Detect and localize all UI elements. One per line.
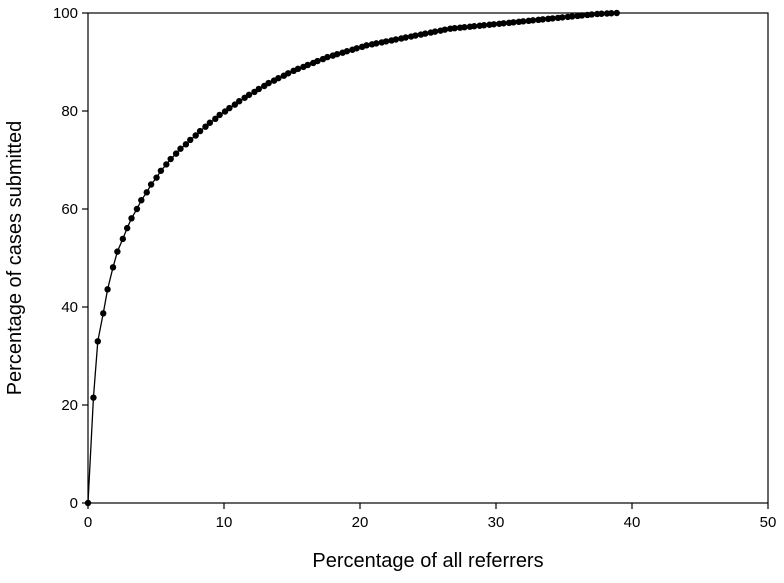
y-axis: 0 20 40 60 80 100 xyxy=(53,5,88,512)
data-point xyxy=(187,136,194,144)
data-point xyxy=(451,24,458,32)
data-point xyxy=(226,104,233,112)
data-point xyxy=(192,132,199,139)
data-point xyxy=(100,310,107,317)
data-point xyxy=(461,24,468,31)
data-point xyxy=(143,189,150,196)
data-point xyxy=(265,79,272,87)
data-point xyxy=(402,34,409,41)
data-point xyxy=(90,394,97,401)
data-point xyxy=(138,196,145,204)
data-point xyxy=(392,36,400,43)
data-point xyxy=(123,224,131,232)
data-point xyxy=(196,127,204,135)
x-axis: 0 10 20 30 40 50 xyxy=(84,503,777,531)
data-point xyxy=(304,61,311,69)
data-point xyxy=(163,161,170,168)
y-tick-label: 60 xyxy=(61,201,78,218)
data-point xyxy=(153,174,160,181)
data-point xyxy=(202,123,209,130)
data-point xyxy=(147,181,155,188)
data-point xyxy=(324,53,331,61)
data-point xyxy=(353,45,360,52)
x-tick-label: 40 xyxy=(624,514,641,531)
data-point xyxy=(231,101,239,108)
data-point xyxy=(529,17,537,24)
data-point xyxy=(373,40,380,47)
data-point xyxy=(255,85,263,93)
data-point xyxy=(177,145,184,152)
data-point xyxy=(363,42,370,49)
data-point xyxy=(284,70,292,77)
data-point xyxy=(539,16,546,23)
data-point xyxy=(216,111,223,119)
data-point xyxy=(441,26,449,33)
x-tick-label: 10 xyxy=(216,514,233,531)
data-point xyxy=(568,13,576,20)
y-tick-label: 0 xyxy=(70,495,78,512)
data-point xyxy=(172,150,180,157)
data-point xyxy=(510,19,517,26)
x-tick-label: 50 xyxy=(760,514,777,531)
data-point xyxy=(128,215,135,222)
data-point xyxy=(275,74,282,82)
data-point xyxy=(559,14,566,21)
y-tick-label: 80 xyxy=(61,103,78,120)
data-point xyxy=(314,57,321,65)
data-point xyxy=(588,11,595,18)
data-point xyxy=(294,65,302,73)
data-point xyxy=(157,167,165,174)
data-point xyxy=(333,50,341,58)
data-point xyxy=(167,155,174,163)
data-point xyxy=(500,20,507,27)
data-point xyxy=(236,98,243,105)
data-point xyxy=(490,21,498,28)
data-point xyxy=(598,10,605,17)
data-point xyxy=(520,18,527,25)
data-point xyxy=(471,23,478,30)
data-point xyxy=(206,119,214,126)
data-point xyxy=(412,32,419,39)
data-point xyxy=(343,48,351,55)
data-point xyxy=(431,28,439,35)
y-tick-label: 40 xyxy=(61,299,78,316)
data-point xyxy=(549,15,556,22)
data-point xyxy=(104,286,111,293)
data-point xyxy=(133,205,141,213)
plot-area-frame xyxy=(87,12,769,504)
data-point xyxy=(212,115,219,123)
data-point xyxy=(114,248,121,255)
data-points xyxy=(84,9,620,507)
data-point xyxy=(109,264,117,271)
data-point xyxy=(94,338,101,345)
y-tick-label: 100 xyxy=(53,5,78,22)
x-tick-label: 20 xyxy=(352,514,369,531)
series-line xyxy=(87,12,617,504)
data-point xyxy=(382,38,390,45)
data-point xyxy=(245,91,253,99)
data-point xyxy=(182,141,190,148)
x-axis-label: Percentage of all referrers xyxy=(312,550,543,572)
data-point xyxy=(480,22,488,29)
x-tick-label: 0 xyxy=(84,514,92,531)
y-tick-label: 20 xyxy=(61,397,78,414)
data-point xyxy=(422,30,429,37)
data-point xyxy=(84,499,92,507)
data-point xyxy=(608,10,615,17)
data-point xyxy=(613,9,620,17)
data-point xyxy=(221,108,229,115)
y-axis-label: Percentage of cases submitted xyxy=(4,121,26,396)
data-point xyxy=(578,12,586,19)
x-tick-label: 30 xyxy=(488,514,505,531)
data-point xyxy=(119,235,127,243)
